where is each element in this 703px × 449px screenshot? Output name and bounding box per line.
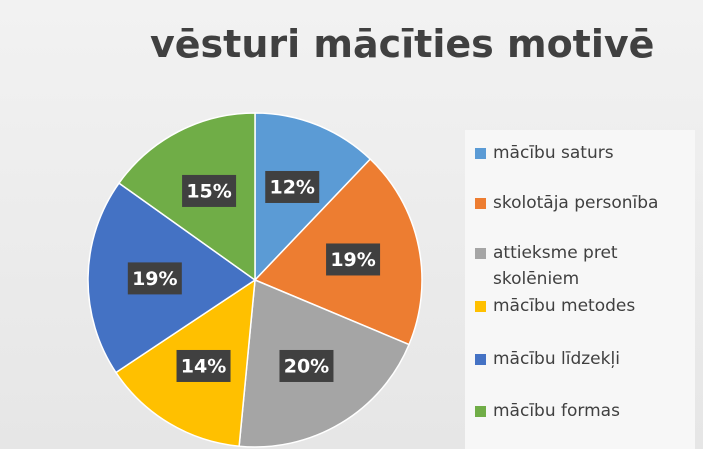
data-label: 19% (132, 268, 177, 290)
data-label-box (182, 174, 237, 207)
legend-swatch (475, 301, 486, 312)
legend-item: mācību formas (475, 398, 690, 424)
legend-swatch (475, 148, 486, 159)
data-label-box (176, 349, 231, 382)
legend-swatch (475, 406, 486, 417)
data-label-box (127, 262, 182, 295)
legend-label: attieksme pret skolēniem (493, 243, 618, 289)
legend-item: mācību līdzekļi (475, 346, 690, 372)
legend-swatch (475, 198, 486, 209)
legend: mācību saturs skolotāja personība attieksm… (465, 130, 695, 449)
data-label-box (326, 243, 381, 276)
legend-item: mācību saturs (475, 140, 690, 166)
data-label: 20% (284, 355, 329, 377)
legend-item: mācību metodes (475, 293, 690, 319)
data-label-box (265, 170, 320, 203)
legend-label: mācību saturs (493, 143, 614, 163)
data-label: 12% (269, 176, 314, 198)
legend-item: attieksme pret skolēniem (475, 240, 690, 292)
data-label: 19% (330, 249, 375, 271)
data-label-box (279, 349, 334, 382)
legend-label: mācību formas (493, 401, 620, 421)
legend-item: skolotāja personība (475, 190, 690, 216)
data-label: 15% (186, 180, 231, 202)
legend-swatch (475, 354, 486, 365)
legend-label: mācību metodes (493, 296, 636, 316)
chart-title: vēsturi mācīties motivē (150, 22, 655, 66)
legend-label: mācību līdzekļi (493, 349, 620, 369)
data-label: 14% (181, 355, 226, 377)
legend-swatch (475, 248, 486, 259)
legend-label: skolotāja personība (493, 193, 659, 213)
